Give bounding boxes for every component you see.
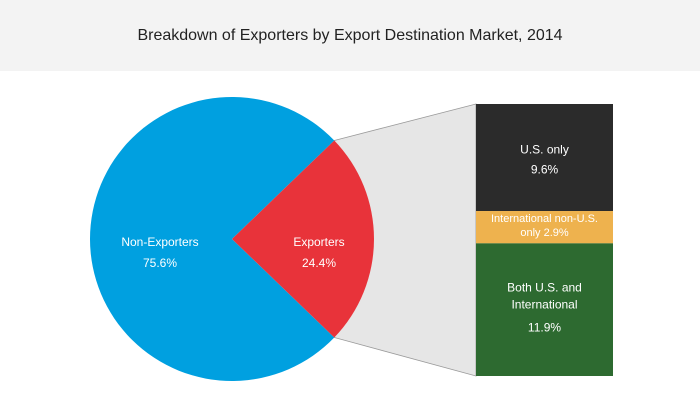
- label-us-only-value: 9.6%: [531, 163, 559, 177]
- label-both-value: 11.9%: [528, 321, 561, 335]
- pie-of-bar-chart: Non-Exporters 75.6% Exporters 24.4% U.S.…: [89, 96, 613, 381]
- label-exporters-name: Exporters: [293, 235, 344, 249]
- label-exporters-value: 24.4%: [302, 256, 336, 270]
- breakdown-bar: [476, 104, 613, 376]
- label-both-name-line: International: [511, 298, 577, 312]
- label-non-exporters-name: Non-Exporters: [121, 235, 198, 249]
- pie-slice-non-exporters: [89, 96, 335, 381]
- bar-segment-us-only: [476, 104, 613, 212]
- label-international-name: International non-U.S.: [491, 213, 598, 225]
- chart-title: Breakdown of Exporters by Export Destina…: [137, 26, 563, 44]
- bar-segment-international-non-us: [476, 211, 613, 244]
- pie-slice-exporters: [232, 140, 374, 338]
- title-bar: Breakdown of Exporters by Export Destina…: [0, 0, 700, 71]
- label-international-value: only 2.9%: [520, 227, 569, 239]
- bar-segment-both: [476, 243, 613, 376]
- pie-group: [89, 96, 374, 381]
- label-non-exporters-value: 75.6%: [143, 256, 177, 270]
- label-us-only-name: U.S. only: [520, 143, 569, 157]
- label-both-name: Both U.S. and International: [507, 281, 582, 312]
- label-both-name-line: Both U.S. and: [507, 281, 582, 295]
